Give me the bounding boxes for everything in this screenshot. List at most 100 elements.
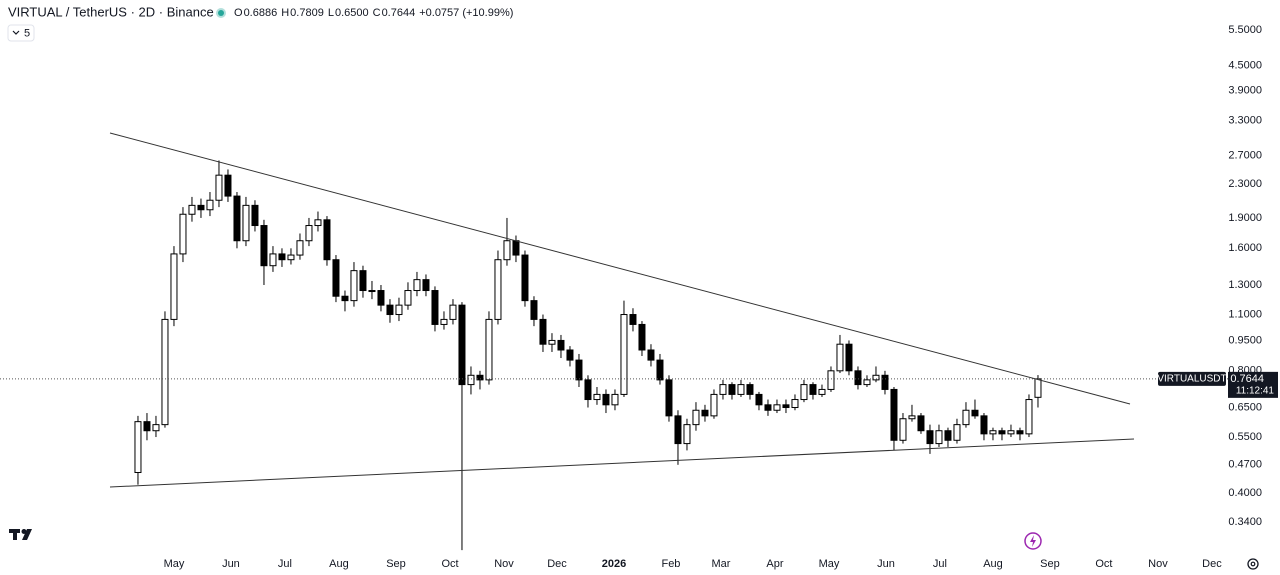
y-tick-label: 0.4000 <box>1228 487 1262 499</box>
candle-body <box>449 304 457 320</box>
y-tick-label: 0.8000 <box>1228 365 1262 377</box>
candle-body <box>566 349 574 361</box>
y-tick-label: 0.6500 <box>1228 401 1262 413</box>
ohlc-key: L <box>328 7 334 19</box>
plot-area <box>134 160 1042 551</box>
candle-body <box>503 240 511 261</box>
candle-body <box>737 384 745 395</box>
settings-icon-core <box>1250 561 1256 567</box>
candle-body <box>890 388 898 441</box>
y-tick-label: 0.4700 <box>1228 459 1262 471</box>
candle-body <box>710 393 718 417</box>
candle-body <box>350 270 358 302</box>
candle-body <box>404 290 412 306</box>
candle-body <box>908 415 916 420</box>
candle-body <box>836 343 844 372</box>
candle-body <box>962 409 970 426</box>
candle-body <box>557 339 565 351</box>
candle-body <box>152 424 160 432</box>
ohlc-legend: O 0.6886 H 0.7809 L 0.6500 C 0.7644 +0.0757 (+10… <box>234 7 513 19</box>
candle-body <box>872 374 880 381</box>
x-tick-label: Aug <box>983 558 1003 570</box>
candle-body <box>539 318 547 345</box>
candle-body <box>629 314 637 325</box>
x-tick-label: Nov <box>494 558 514 570</box>
candle-body <box>881 374 889 390</box>
candle-body <box>782 404 790 409</box>
candle-body <box>521 254 529 302</box>
logo-part <box>22 529 32 540</box>
y-tick-label: 0.3400 <box>1228 516 1262 528</box>
x-tick-label: Jun <box>222 558 240 570</box>
price-label-bg <box>1228 371 1278 398</box>
trendline-lower <box>109 438 1135 488</box>
candle-body <box>647 349 655 361</box>
settings-icon[interactable] <box>1247 558 1259 570</box>
candle-body <box>1007 430 1015 435</box>
ohlc-key: O <box>234 7 243 19</box>
y-tick-label: 5.5000 <box>1228 24 1262 36</box>
x-tick-label: May <box>164 558 185 570</box>
candle-body <box>683 424 691 445</box>
candle-body <box>818 388 826 395</box>
candle-body <box>917 415 925 432</box>
y-tick-label: 3.9000 <box>1228 85 1262 97</box>
candle-body <box>413 279 421 292</box>
candle-body <box>260 225 268 267</box>
ohlc-value: 0.6886 <box>244 7 278 19</box>
candle-body <box>899 418 907 441</box>
price-label: 0.7644 <box>1230 373 1264 385</box>
candle-body <box>341 295 349 302</box>
ohlc-value: 0.7809 <box>290 7 324 19</box>
y-tick-label: 2.7000 <box>1228 150 1262 162</box>
indicator-count[interactable]: 5 <box>24 27 30 39</box>
countdown-label: 11:12:41 <box>1236 385 1275 396</box>
indicator-toggle[interactable] <box>7 24 35 42</box>
trendline-upper <box>109 132 1131 405</box>
candle-body <box>188 204 196 215</box>
candle-body <box>278 253 286 261</box>
candle-body <box>134 421 142 474</box>
candle-body <box>971 409 979 417</box>
candle-body <box>143 421 151 432</box>
candle-body <box>494 259 502 320</box>
candle-body <box>206 199 214 211</box>
candle-body <box>440 318 448 325</box>
x-tick-label: Dec <box>1202 558 1222 570</box>
candle-body <box>296 240 304 256</box>
candle-body <box>512 240 520 256</box>
bolt-icon <box>1030 535 1036 547</box>
candle-body <box>179 213 187 255</box>
y-tick-label: 1.3000 <box>1228 279 1262 291</box>
candle-body <box>242 204 250 242</box>
symbol-label-bg <box>1158 371 1226 386</box>
candle-body <box>602 393 610 406</box>
logo-part <box>21 529 27 534</box>
candle-body <box>359 270 367 292</box>
symbol-title[interactable]: VIRTUAL / TetherUS · 2D · Binance <box>8 4 214 19</box>
ohlc-key: H <box>281 7 289 19</box>
candle-body <box>593 393 601 401</box>
y-tick-label: 0.9500 <box>1228 334 1262 346</box>
candle-body <box>791 399 799 409</box>
y-tick-label: 4.5000 <box>1228 59 1262 71</box>
candle-body <box>1025 399 1033 435</box>
candle-body <box>485 318 493 381</box>
tv-logo[interactable] <box>9 529 32 540</box>
candle-body <box>377 290 385 306</box>
ohlc-value: 0.7644 <box>382 7 416 19</box>
y-tick-label: 2.3000 <box>1228 178 1262 190</box>
x-tick-label: Mar <box>712 558 731 570</box>
candle-body <box>827 370 835 390</box>
candle-body <box>620 314 628 395</box>
ohlc-key: C <box>373 7 381 19</box>
candle-body <box>854 370 862 386</box>
x-tick-label: Dec <box>547 558 567 570</box>
candle-body <box>935 430 943 445</box>
candle-body <box>251 204 259 227</box>
x-tick-label: Feb <box>661 558 680 570</box>
x-tick-label: 2026 <box>602 558 626 570</box>
